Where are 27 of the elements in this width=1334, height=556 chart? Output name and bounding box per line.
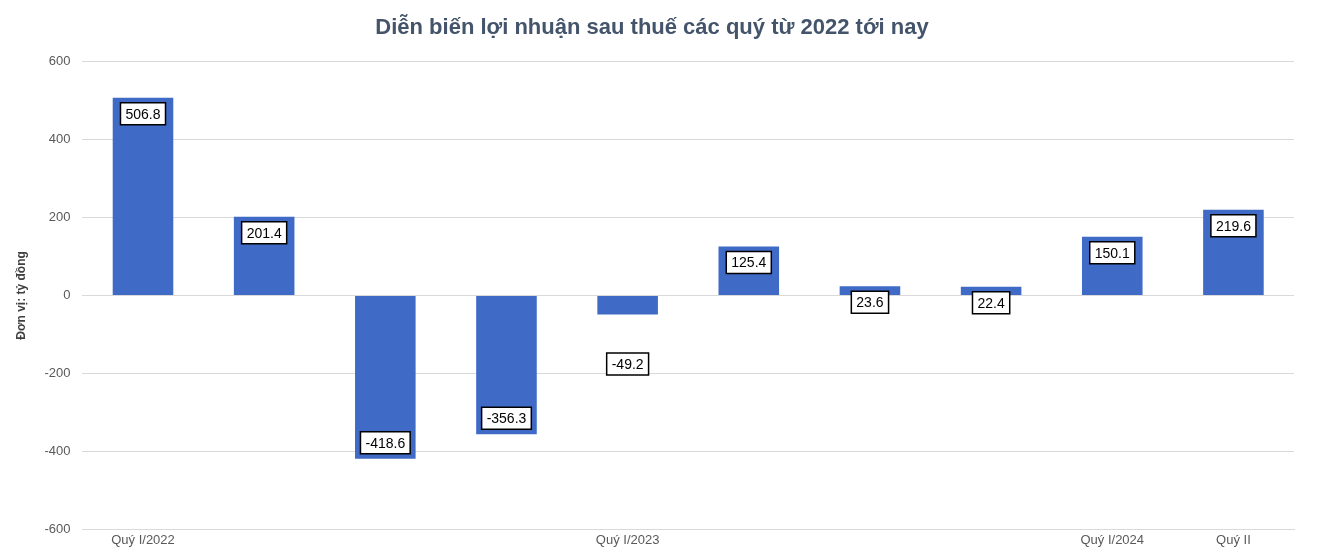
y-tick-label: -400 xyxy=(44,442,71,458)
data-label: -356.3 xyxy=(486,410,527,427)
data-label: 201.4 xyxy=(246,224,282,241)
data-label: 150.1 xyxy=(1094,244,1130,261)
y-tick-label: 200 xyxy=(48,208,71,224)
bar xyxy=(112,97,174,295)
data-label: 506.8 xyxy=(125,105,161,122)
data-label: 23.6 xyxy=(856,294,884,311)
bar xyxy=(355,295,416,459)
y-tick-label: -600 xyxy=(44,520,71,536)
data-label: -418.6 xyxy=(365,434,406,451)
data-label: 219.6 xyxy=(1215,217,1252,234)
data-label: -49.2 xyxy=(611,355,644,372)
bar xyxy=(597,295,658,315)
y-tick-label: 600 xyxy=(48,52,71,68)
chart-title: Diễn biến lợi nhuận sau thuế các quý từ 2022 tới nay xyxy=(375,14,930,40)
y-axis-title: Đơn vị: tỷ đồng xyxy=(13,251,28,340)
y-tick-label: -200 xyxy=(44,364,71,380)
bar xyxy=(476,295,537,435)
x-tick-label: Quý I/2024 xyxy=(1080,531,1145,547)
y-tick-label: 0 xyxy=(63,286,71,302)
x-tick-label: Quý I/2022 xyxy=(111,531,175,547)
data-label: 22.4 xyxy=(977,294,1005,311)
x-tick-label: Quý II xyxy=(1216,531,1251,547)
y-tick-label: 400 xyxy=(48,130,71,146)
x-tick-label: Quý I/2023 xyxy=(595,531,660,547)
data-label: 125.4 xyxy=(731,254,767,271)
